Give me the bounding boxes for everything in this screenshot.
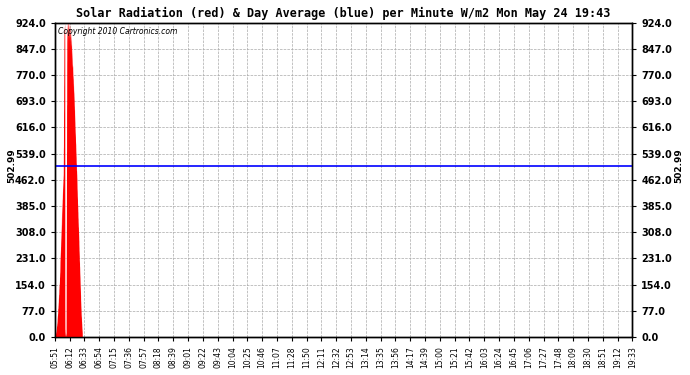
Text: 502.99: 502.99: [7, 148, 16, 183]
Text: 502.99: 502.99: [674, 148, 683, 183]
Text: Copyright 2010 Cartronics.com: Copyright 2010 Cartronics.com: [58, 27, 177, 36]
Title: Solar Radiation (red) & Day Average (blue) per Minute W/m2 Mon May 24 19:43: Solar Radiation (red) & Day Average (blu…: [77, 7, 611, 20]
